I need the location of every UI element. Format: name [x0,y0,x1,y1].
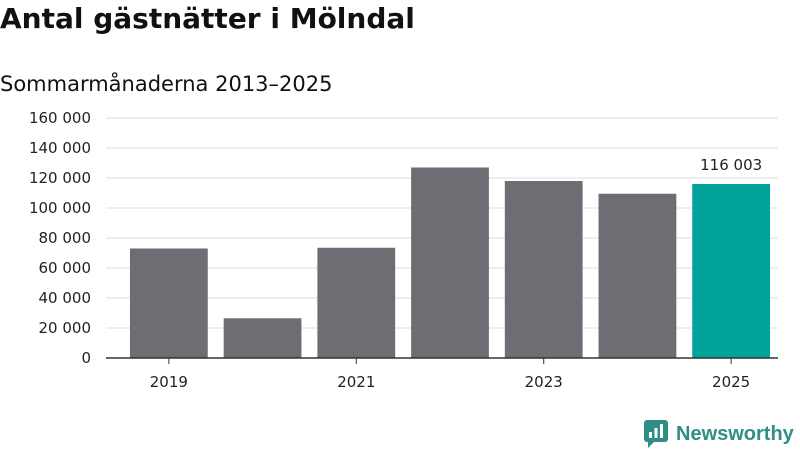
x-tick-label: 2019 [150,373,188,391]
y-tick-label: 120 000 [29,169,91,187]
x-tick-label: 2025 [712,373,750,391]
y-tick-label: 20 000 [39,319,92,337]
chart-title: Antal gästnätter i Mölndal [0,2,415,35]
x-tick-label: 2021 [337,373,375,391]
x-tick-label: 2023 [525,373,563,391]
y-tick-label: 0 [81,349,91,367]
bar [411,167,489,358]
bar [598,193,677,358]
chart-subtitle: Sommarmånaderna 2013–2025 [0,72,333,96]
newsworthy-logo-icon [644,420,668,448]
y-tick-label: 100 000 [29,199,91,217]
bar [129,248,208,358]
bar [692,183,771,358]
bar [317,247,396,358]
y-tick-label: 160 000 [29,109,91,127]
bar [223,318,302,358]
y-tick-label: 40 000 [39,289,92,307]
bar [504,181,583,358]
data-label: 116 003 [700,156,762,174]
brand-logo: Newsworthy [644,420,794,448]
y-tick-label: 80 000 [39,229,92,247]
brand-name: Newsworthy [676,422,794,445]
y-tick-label: 60 000 [39,259,92,277]
y-tick-label: 140 000 [29,139,91,157]
